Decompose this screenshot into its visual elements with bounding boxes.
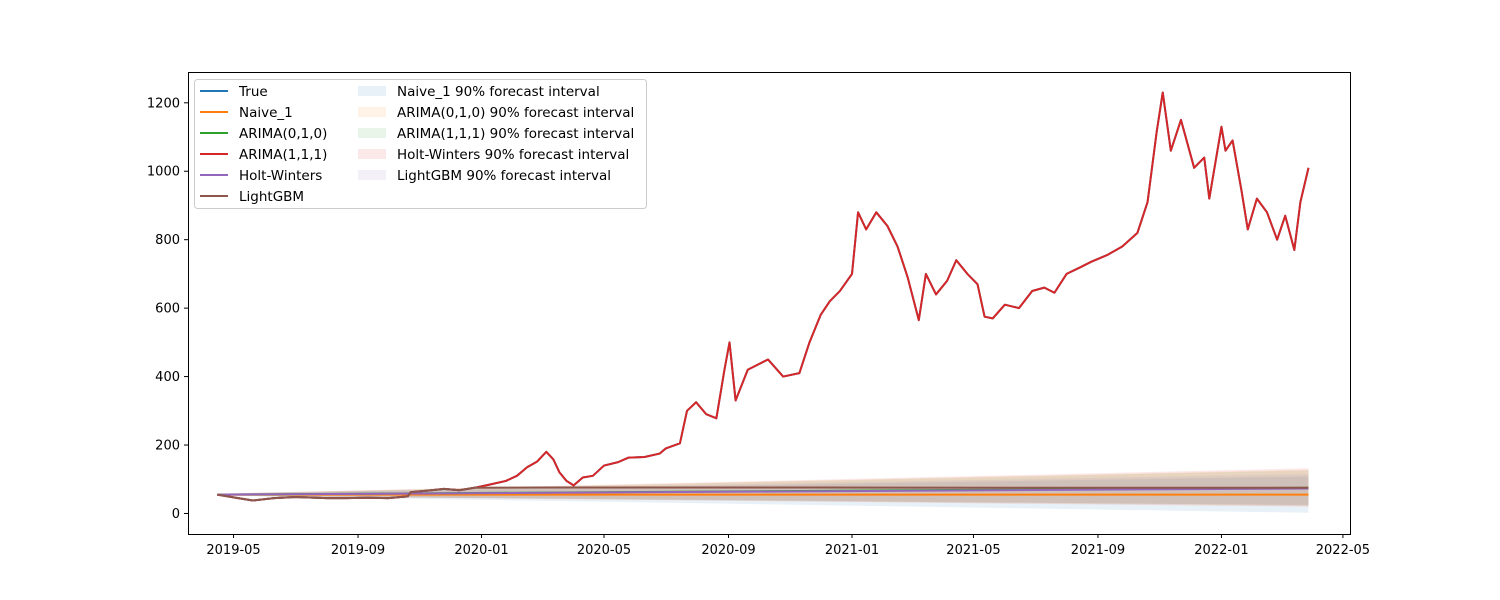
legend-line-entries: True Naive_1 ARIMA(0,1,0) ARIMA(1,1,1) Holt-…: [200, 84, 327, 205]
y-axis: 0 200 400 600 800 1000 1200: [147, 96, 188, 522]
legend-label-naive-1: Naive_1: [239, 105, 293, 121]
y-tick-label: 800: [155, 233, 180, 248]
legend-box: [194, 79, 647, 209]
legend-label-lightgbm: LightGBM: [239, 189, 304, 205]
y-tick-label: 0: [172, 507, 180, 522]
legend-label-arima-1-1-1: ARIMA(1,1,1): [239, 147, 327, 163]
x-tick-label: 2021-01: [825, 543, 879, 558]
legend-label-true: True: [238, 84, 268, 100]
x-tick-label: 2021-09: [1071, 543, 1125, 558]
interval-band-lightgbm-90-forecast-interval: [217, 474, 1309, 505]
legend: True Naive_1 ARIMA(0,1,0) ARIMA(1,1,1) Holt-…: [194, 79, 647, 209]
legend-swatch-naive-1-90-forecast-interval: [358, 86, 386, 96]
x-tick-label: 2020-09: [701, 543, 755, 558]
series-line-arima-1-1-1: [217, 91, 1310, 502]
x-tick-label: 2022-01: [1194, 543, 1248, 558]
legend-label-naive-1-90-forecast-interval: Naive_1 90% forecast interval: [397, 84, 600, 100]
series-lines: [217, 91, 1310, 502]
x-tick-label: 2019-09: [331, 543, 385, 558]
x-axis: 2019-05 2019-09 2020-01 2020-05 2020-09 2021-…: [206, 534, 1370, 558]
x-tick-label: 2021-05: [946, 543, 1000, 558]
legend-label-arima-0-1-0-90-forecast-interval: ARIMA(0,1,0) 90% forecast interval: [397, 105, 634, 121]
x-tick-label: 2019-05: [206, 543, 260, 558]
legend-interval-entries: Naive_1 90% forecast interval ARIMA(0,1,0…: [358, 84, 634, 184]
plot-frame: [188, 72, 1351, 535]
legend-label-holt-winters: Holt-Winters: [239, 168, 322, 184]
y-tick-label: 400: [155, 370, 180, 385]
legend-swatch-holt-winters-90-forecast-interval: [358, 149, 386, 159]
legend-swatch-arima-0-1-0-90-forecast-interval: [358, 107, 386, 117]
y-tick-label: 200: [155, 439, 180, 454]
legend-label-arima-0-1-0: ARIMA(0,1,0): [239, 126, 327, 142]
series-line-holt-winters: [217, 487, 1309, 496]
x-tick-label: 2020-01: [454, 543, 508, 558]
legend-swatch-lightgbm-90-forecast-interval: [358, 170, 386, 180]
y-tick-label: 1200: [147, 96, 180, 111]
legend-swatch-arima-1-1-1-90-forecast-interval: [358, 128, 386, 138]
legend-label-lightgbm-90-forecast-interval: LightGBM 90% forecast interval: [397, 168, 611, 184]
x-tick-label: 2022-05: [1316, 543, 1370, 558]
y-tick-label: 1000: [147, 165, 180, 180]
legend-label-arima-1-1-1-90-forecast-interval: ARIMA(1,1,1) 90% forecast interval: [397, 126, 634, 142]
series-line-lightgbm: [217, 486, 1309, 502]
legend-label-holt-winters-90-forecast-interval: Holt-Winters 90% forecast interval: [397, 147, 629, 163]
x-tick-label: 2020-05: [577, 543, 631, 558]
y-tick-label: 600: [155, 302, 180, 317]
